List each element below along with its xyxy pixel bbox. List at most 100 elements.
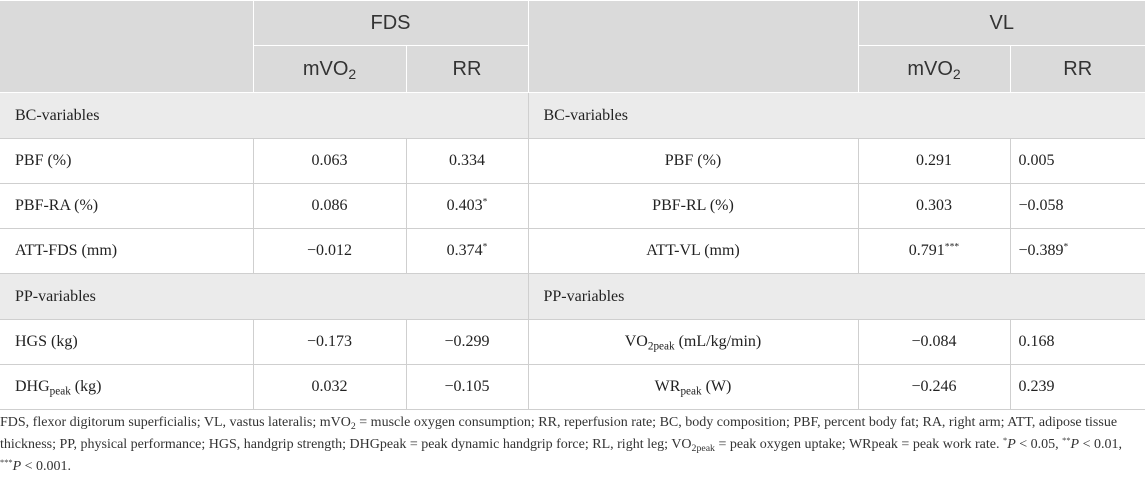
- data-row: PBF-RA (%) 0.086 0.403* PBF-RL (%) 0.303 −0.0…: [0, 183, 1145, 229]
- data-table: FDS VL mVO2 RR mVO2 RR BC-variables BC-variable…: [0, 0, 1145, 410]
- value-cell: 0.032: [252, 364, 407, 410]
- value-cell: 0.063: [252, 138, 407, 184]
- text-run: FDS, flexor digitorum superficialis; VL,…: [0, 415, 351, 430]
- text-run: = peak oxygen uptake; WRpeak = peak work…: [714, 437, 1003, 452]
- text-run: PBF (%): [15, 152, 72, 169]
- header-row: FDS VL: [0, 0, 1145, 93]
- column-header: mVO2: [253, 45, 407, 93]
- text-run: PBF-RL (%): [652, 197, 734, 214]
- data-row: ATT-FDS (mm) −0.012 0.374* ATT-VL (mm) 0.791…: [0, 228, 1145, 274]
- text-run: 0.374: [446, 242, 483, 259]
- header-cell: [527, 0, 859, 93]
- text-run: 0.032: [311, 378, 348, 395]
- value-cell: 0.291: [857, 138, 1011, 184]
- section-title: BC-variables: [527, 92, 1145, 139]
- text-run: < 0.05,: [1015, 437, 1063, 452]
- value-cell: −0.173: [252, 319, 407, 365]
- text-run: BC-variables: [543, 106, 628, 124]
- text-run: BC-variables: [15, 106, 100, 124]
- section-title: BC-variables: [0, 92, 529, 139]
- text-run: (kg): [70, 378, 102, 395]
- text-run: −0.173: [306, 333, 353, 350]
- value-cell: −0.246: [857, 364, 1011, 410]
- text-run: ATT-VL (mm): [646, 242, 740, 259]
- text-run: *: [482, 241, 488, 253]
- text-run: FDS: [370, 11, 411, 34]
- text-run: 0.168: [1018, 333, 1055, 350]
- row-label: PBF (%): [527, 138, 859, 184]
- value-cell: −0.084: [857, 319, 1011, 365]
- text-run: −0.389: [1018, 242, 1064, 259]
- text-run: *: [1003, 435, 1008, 445]
- column-header: mVO2: [857, 45, 1011, 93]
- text-run: 0.063: [311, 152, 348, 169]
- data-row: DHGpeak (kg) 0.032 −0.105 WRpeak (W) −0.246 0…: [0, 364, 1145, 410]
- text-run: mVO: [302, 57, 349, 80]
- value-cell: −0.058: [1009, 183, 1145, 229]
- text-run: *: [1063, 241, 1069, 253]
- text-run: 0.086: [311, 197, 348, 214]
- text-run: HGS (kg): [15, 333, 78, 350]
- header-row: mVO2 RR mVO2 RR: [0, 45, 1145, 93]
- text-run: P: [12, 459, 22, 474]
- value-cell: −0.105: [405, 364, 529, 410]
- text-run: −0.105: [444, 378, 490, 395]
- text-run: 2peak: [691, 442, 715, 454]
- row-label: ATT-VL (mm): [527, 228, 859, 274]
- text-run: 0.291: [916, 152, 952, 169]
- value-cell: 0.403*: [405, 183, 529, 229]
- text-run: peak: [49, 385, 71, 398]
- text-run: peak: [680, 385, 702, 398]
- row-label: WRpeak (W): [527, 364, 859, 410]
- footnote: FDS, flexor digitorum superficialis; VL,…: [0, 412, 1138, 477]
- value-cell: 0.334: [405, 138, 529, 184]
- row-label: VO2peak (mL/kg/min): [527, 319, 859, 365]
- text-run: 0.791: [908, 242, 945, 259]
- group-header: FDS: [252, 0, 529, 46]
- row-label: ATT-FDS (mm): [0, 228, 254, 274]
- text-run: 0.239: [1018, 378, 1055, 395]
- text-run: 0.334: [449, 152, 485, 169]
- value-cell: 0.791***: [857, 228, 1011, 274]
- text-run: **: [1062, 435, 1071, 445]
- text-run: 2: [952, 65, 961, 82]
- value-cell: 0.303: [857, 183, 1011, 229]
- text-run: VL: [989, 11, 1014, 34]
- group-header: VL: [857, 0, 1145, 46]
- text-run: 2: [350, 420, 356, 432]
- text-run: 0.403: [446, 197, 483, 214]
- section-title: PP-variables: [527, 273, 1145, 320]
- text-run: −0.299: [444, 333, 490, 350]
- section-row: PP-variables PP-variables: [0, 273, 1145, 320]
- value-cell: 0.086: [252, 183, 407, 229]
- section-title: PP-variables: [0, 273, 529, 320]
- text-run: PP-variables: [543, 287, 625, 305]
- row-label: PBF-RL (%): [527, 183, 859, 229]
- value-cell: 0.168: [1009, 319, 1145, 365]
- value-cell: −0.299: [405, 319, 529, 365]
- header-cell: [0, 0, 254, 93]
- value-cell: −0.389*: [1009, 228, 1145, 274]
- row-label: PBF (%): [0, 138, 254, 184]
- row-label: HGS (kg): [0, 319, 254, 365]
- text-run: PP-variables: [15, 287, 96, 305]
- text-run: PBF-RA (%): [15, 197, 99, 214]
- text-run: ***: [944, 241, 960, 253]
- text-run: RR: [452, 57, 482, 80]
- data-row: PBF (%) 0.063 0.334 PBF (%) 0.291 0.005: [0, 138, 1145, 184]
- text-run: ***: [0, 457, 13, 467]
- text-run: −0.058: [1018, 197, 1064, 214]
- text-run: = muscle oxygen consumption; RR, reperfu…: [0, 415, 1118, 452]
- table-body: FDS VL mVO2 RR mVO2 RR BC-variables BC-variable…: [0, 0, 1145, 410]
- text-run: (mL/kg/min): [674, 333, 762, 350]
- text-run: P: [1007, 437, 1016, 452]
- text-run: 2peak: [647, 340, 675, 353]
- row-label: DHGpeak (kg): [0, 364, 254, 410]
- text-run: PBF (%): [664, 152, 722, 169]
- text-run: < 0.01,: [1079, 437, 1122, 452]
- text-run: −0.246: [911, 378, 957, 395]
- text-run: −0.084: [911, 333, 957, 350]
- text-run: 0.005: [1018, 152, 1055, 169]
- row-label: PBF-RA (%): [0, 183, 254, 229]
- text-run: P: [1070, 437, 1080, 452]
